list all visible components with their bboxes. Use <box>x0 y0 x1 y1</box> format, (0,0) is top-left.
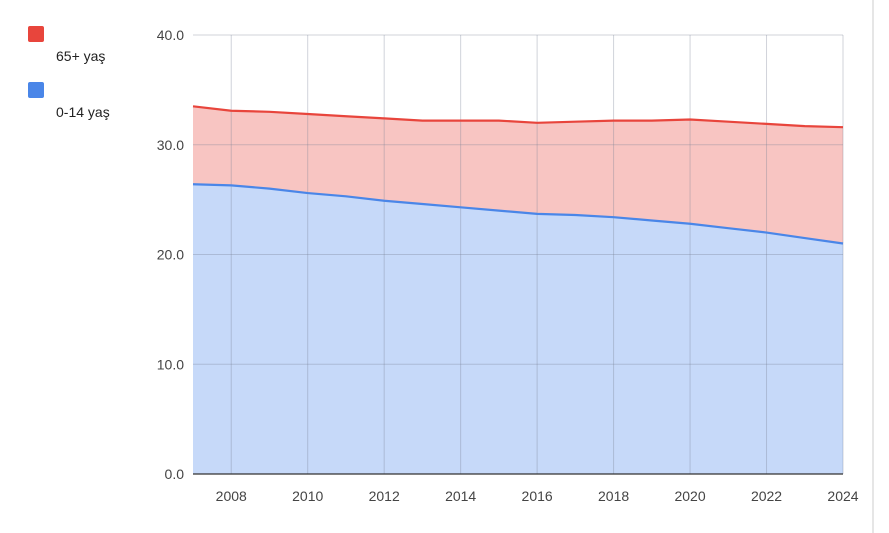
y-tick-label: 20.0 <box>157 247 184 263</box>
line-0-14 <box>192 183 844 245</box>
y-tick-label: 40.0 <box>157 27 184 43</box>
right-edge-divider <box>872 0 874 533</box>
y-tick-label: 0.0 <box>165 466 185 482</box>
x-tick-label: 2008 <box>216 488 247 504</box>
x-tick-label: 2010 <box>292 488 323 504</box>
area-0-14 <box>193 184 843 474</box>
legend-label-65-plus: 65+ yaş <box>56 48 106 64</box>
x-tick-label: 2012 <box>369 488 400 504</box>
x-tick-label: 2020 <box>674 488 705 504</box>
legend-label-0-14: 0-14 yaş <box>56 104 110 120</box>
x-tick-label: 2022 <box>751 488 782 504</box>
y-tick-label: 10.0 <box>157 356 184 372</box>
y-tick-label: 30.0 <box>157 137 184 153</box>
legend-swatch-65-plus <box>28 26 44 42</box>
x-tick-label: 2024 <box>827 488 858 504</box>
line-65-plus <box>192 105 844 129</box>
area-65-plus <box>193 106 843 244</box>
x-tick-label: 2018 <box>598 488 629 504</box>
legend-swatch-0-14 <box>28 82 44 98</box>
x-tick-label: 2016 <box>522 488 553 504</box>
x-tick-label: 2014 <box>445 488 476 504</box>
